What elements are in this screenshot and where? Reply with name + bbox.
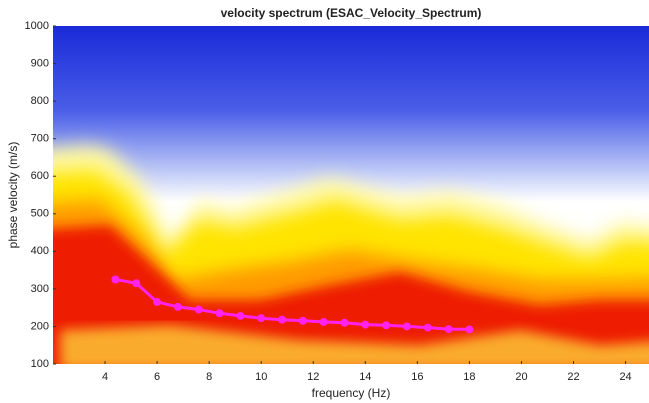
x-tick-label: 12 bbox=[307, 371, 319, 383]
dispersion-point bbox=[257, 314, 266, 323]
chart-title: velocity spectrum (ESAC_Velocity_Spectru… bbox=[221, 6, 482, 20]
x-axis-label: frequency (Hz) bbox=[312, 386, 391, 400]
y-tick-label: 900 bbox=[31, 57, 49, 69]
x-tick-label: 22 bbox=[567, 371, 579, 383]
dispersion-point bbox=[402, 322, 411, 331]
x-tick-label: 10 bbox=[255, 371, 267, 383]
dispersion-point bbox=[423, 323, 432, 332]
y-tick-label: 400 bbox=[31, 245, 49, 257]
dispersion-point bbox=[298, 316, 307, 325]
x-tick-label: 20 bbox=[515, 371, 527, 383]
x-tick-label: 8 bbox=[206, 371, 212, 383]
dispersion-point bbox=[153, 298, 162, 307]
dispersion-point bbox=[278, 315, 287, 324]
x-tick-label: 14 bbox=[359, 371, 371, 383]
y-axis-label: phase velocity (m/s) bbox=[6, 142, 20, 249]
x-tick-label: 16 bbox=[411, 371, 423, 383]
dispersion-point bbox=[465, 325, 474, 334]
dispersion-point bbox=[194, 305, 203, 314]
dispersion-point bbox=[173, 302, 182, 311]
x-tick-label: 4 bbox=[102, 371, 108, 383]
dispersion-point bbox=[319, 317, 328, 326]
y-tick-label: 600 bbox=[31, 170, 49, 182]
y-tick-label: 700 bbox=[31, 133, 49, 145]
y-tick-label: 800 bbox=[31, 95, 49, 107]
dispersion-point bbox=[361, 320, 370, 329]
y-tick-label: 300 bbox=[31, 283, 49, 295]
dispersion-point bbox=[132, 279, 141, 288]
x-tick-label: 6 bbox=[154, 371, 160, 383]
dispersion-point bbox=[111, 275, 120, 284]
y-tick-label: 100 bbox=[31, 358, 49, 370]
spectrum-image bbox=[53, 26, 649, 364]
y-tick-label: 500 bbox=[31, 208, 49, 220]
y-tick-label: 1000 bbox=[25, 20, 49, 32]
x-tick-label: 18 bbox=[463, 371, 475, 383]
dispersion-point bbox=[215, 309, 224, 318]
x-tick-label: 24 bbox=[619, 371, 631, 383]
dispersion-point bbox=[382, 321, 391, 330]
dispersion-point bbox=[236, 311, 245, 320]
dispersion-point bbox=[444, 325, 453, 334]
y-tick-label: 200 bbox=[31, 320, 49, 332]
dispersion-point bbox=[340, 318, 349, 327]
